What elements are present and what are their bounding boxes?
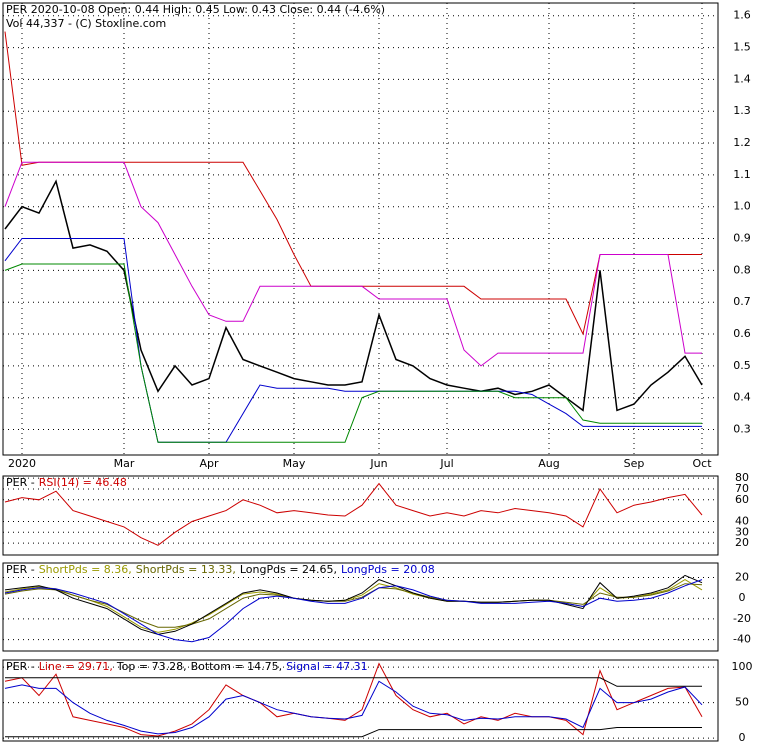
- panel-title: PER -: [6, 563, 35, 576]
- x-tick-label: Oct: [692, 457, 712, 470]
- y-tick-label: 20: [735, 536, 749, 549]
- series-line: [5, 727, 702, 738]
- series-line: [4, 482, 703, 546]
- y-tick-label: 1.4: [733, 72, 751, 85]
- y-tick-label: 0.6: [733, 327, 751, 340]
- series-line: [4, 574, 703, 635]
- legend-entry: Signal = 47.31: [286, 660, 368, 673]
- series-line: [4, 662, 703, 737]
- y-tick-label: 0.9: [733, 232, 751, 245]
- x-tick-label: 2020: [8, 457, 36, 470]
- series-line: [4, 179, 703, 412]
- y-tick-label: 30: [735, 525, 749, 538]
- panel-header: PER - ShortPds = 8.36, ShortPds = 13.33, Lo…: [6, 563, 435, 576]
- panel-title: PER -: [6, 476, 35, 489]
- x-tick-label: Aug: [538, 457, 559, 470]
- header-text: Vol 44,337 - (C) Stoxline.com: [6, 17, 166, 30]
- y-tick-label: 1.3: [733, 104, 751, 117]
- panel: [2, 562, 719, 652]
- y-tick-label: 1.1: [733, 168, 751, 181]
- y-tick-label: 1.6: [733, 9, 751, 22]
- y-tick-label: 60: [735, 493, 749, 506]
- y-tick-label: 0.3: [733, 423, 751, 436]
- y-tick-label: -20: [733, 612, 751, 625]
- panel-header: PER - RSI(14) = 46.48: [6, 476, 127, 489]
- y-tick-label: 70: [735, 482, 749, 495]
- series-line: [4, 583, 703, 628]
- y-tick-label: 80: [735, 471, 749, 484]
- y-tick-label: -40: [733, 633, 751, 646]
- x-tick-label: Jul: [439, 457, 453, 470]
- series-line: [4, 263, 702, 443]
- y-tick-label: 0: [739, 591, 746, 604]
- legend-entry: Line = 29.71,: [39, 660, 113, 673]
- series-line: [4, 579, 703, 643]
- series-line: [5, 677, 702, 687]
- x-tick-label: Sep: [624, 457, 645, 470]
- y-tick-label: 1.5: [733, 41, 751, 54]
- series-line: [4, 680, 703, 735]
- y-tick-label: 0: [739, 731, 746, 744]
- legend-entry: Top = 73.28,: [116, 660, 187, 673]
- y-tick-label: 0.4: [733, 391, 751, 404]
- legend-entry: LongPds = 24.65,: [240, 563, 337, 576]
- panel: [2, 2, 719, 456]
- x-tick-label: Apr: [199, 457, 219, 470]
- series-line: [4, 238, 702, 443]
- panel-title: PER -: [6, 660, 35, 673]
- legend-entry: ShortPds = 13.33,: [136, 563, 236, 576]
- x-tick-label: Jun: [369, 457, 387, 470]
- y-tick-label: 0.8: [733, 263, 751, 276]
- legend-entry: Bottom = 14.75,: [191, 660, 283, 673]
- legend-entry: RSI(14) = 46.48: [39, 476, 127, 489]
- y-tick-label: 1.0: [733, 200, 751, 213]
- y-tick-label: 100: [732, 660, 753, 673]
- y-tick-label: 40: [735, 514, 749, 527]
- y-tick-label: 0.7: [733, 295, 751, 308]
- legend-entry: LongPds = 20.08: [341, 563, 435, 576]
- y-tick-label: 50: [735, 696, 749, 709]
- y-tick-label: 1.2: [733, 136, 751, 149]
- y-tick-label: 20: [735, 570, 749, 583]
- x-tick-label: May: [283, 457, 306, 470]
- x-tick-label: Mar: [114, 457, 135, 470]
- y-tick-label: 0.5: [733, 359, 751, 372]
- panel-header: PER - Line = 29.71, Top = 73.28, Bottom = 1…: [6, 660, 368, 673]
- header-text: PER 2020-10-08 Open: 0.44 High: 0.45 Low…: [6, 3, 385, 16]
- series-line: [4, 161, 702, 367]
- legend-entry: ShortPds = 8.36,: [39, 563, 132, 576]
